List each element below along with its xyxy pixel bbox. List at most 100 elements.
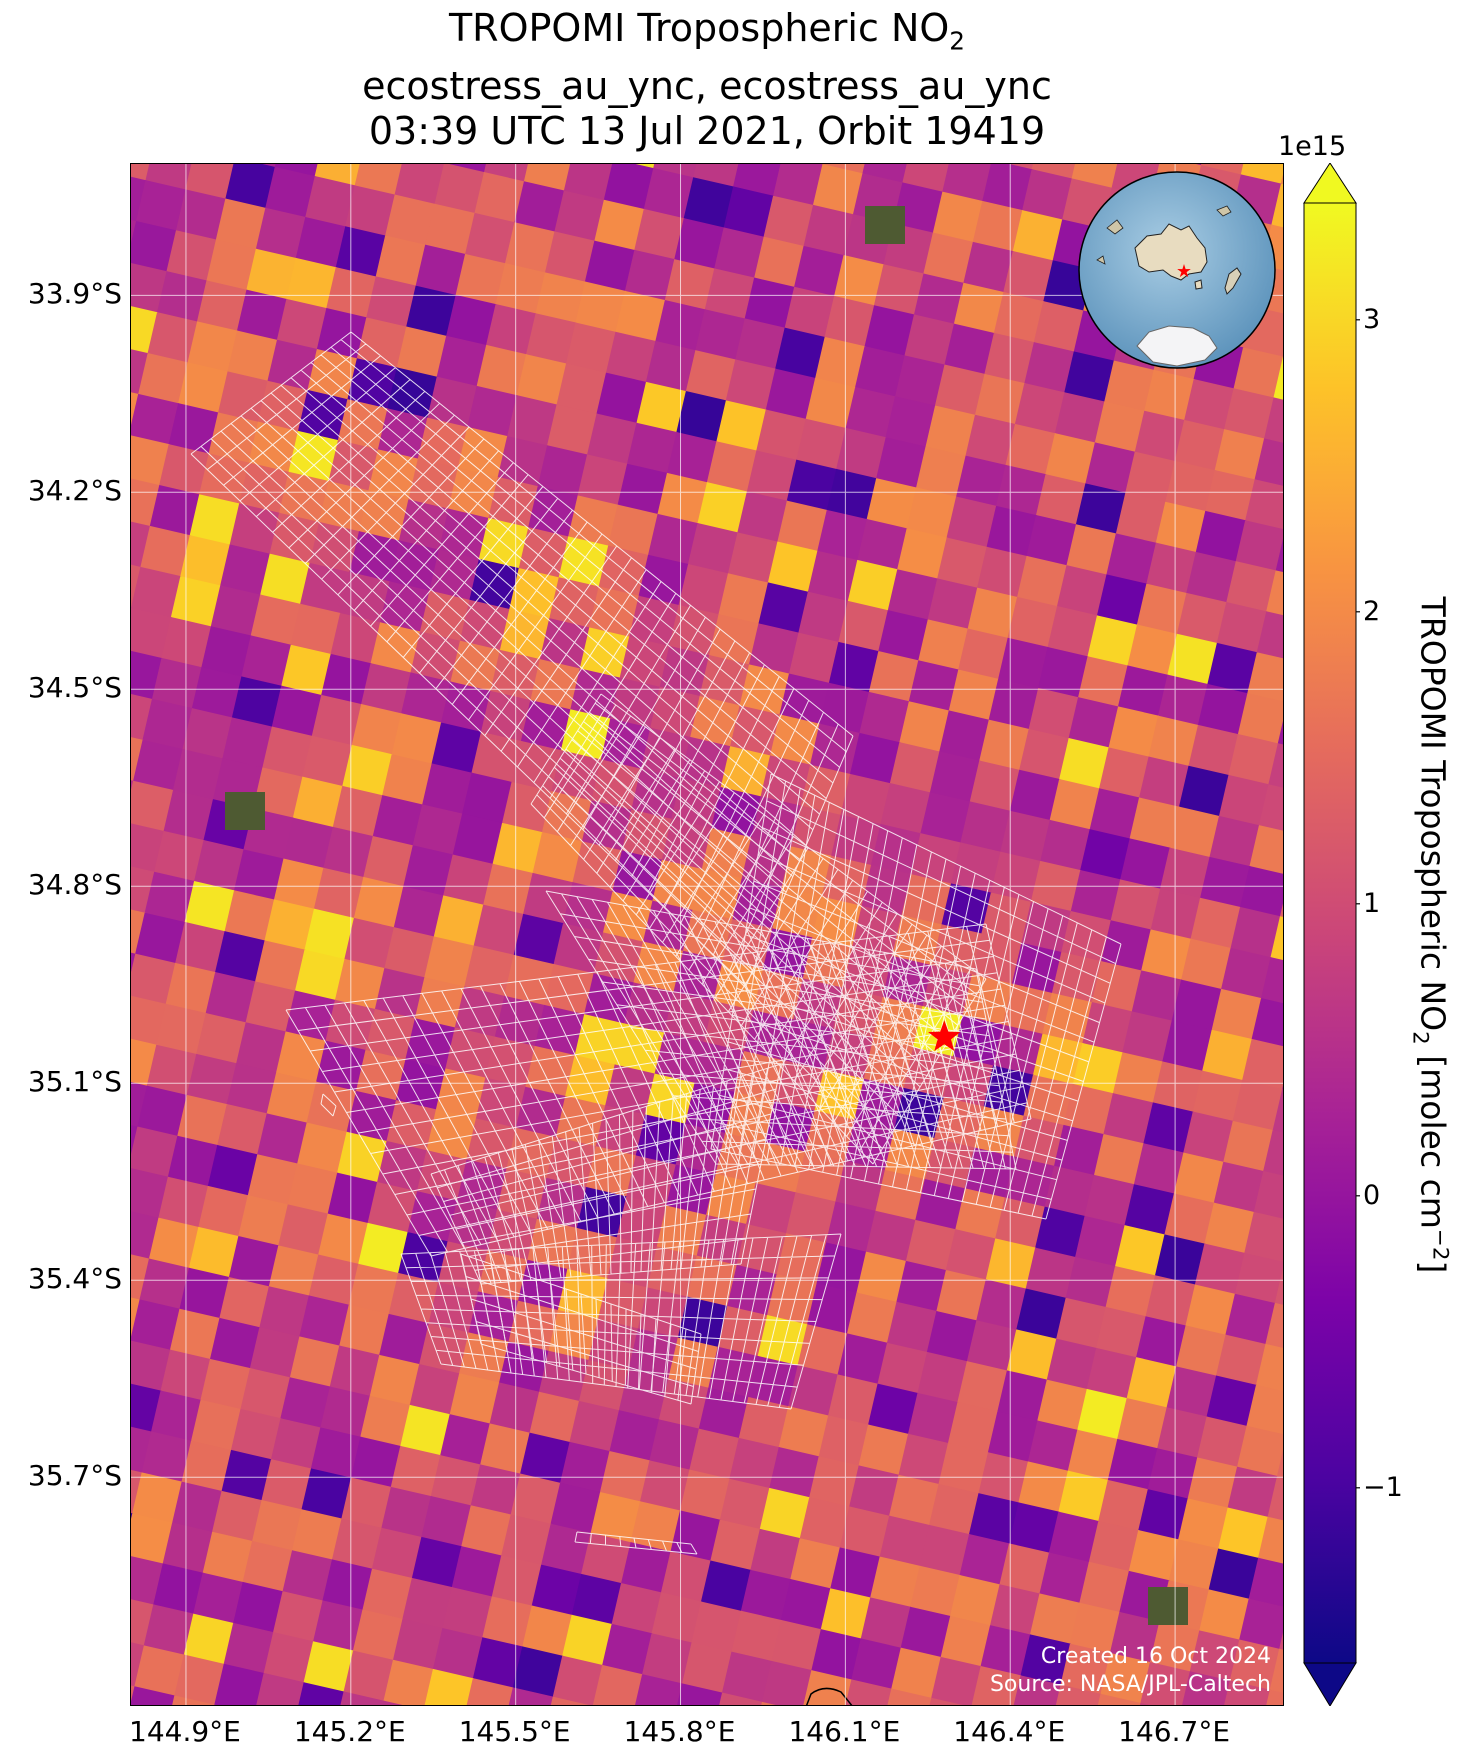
no2-pixel — [1131, 970, 1183, 1022]
no2-pixel — [550, 1482, 601, 1535]
no2-pixel — [718, 573, 769, 625]
no2-pixel — [618, 1369, 670, 1421]
no2-pixel — [510, 1473, 562, 1525]
no2-pixel — [190, 1399, 242, 1452]
no2-pixel — [201, 626, 252, 678]
no2-pixel — [461, 1505, 512, 1557]
no2-pixel — [519, 1432, 571, 1484]
no2-pixel — [967, 587, 1019, 639]
no2-pixel — [1155, 501, 1207, 554]
no2-pixel — [676, 391, 727, 443]
no2-pixel — [304, 908, 355, 960]
no2-pixel — [932, 191, 984, 243]
no2-pixel — [729, 705, 781, 757]
no2-pixel — [485, 304, 537, 356]
no2-pixel — [803, 204, 854, 257]
no2-pixel — [1047, 606, 1098, 658]
lat-tick-label: 35.4°S — [27, 1262, 122, 1296]
no2-pixel — [1025, 1247, 1077, 1299]
no2-pixel — [463, 1678, 514, 1705]
no2-pixel — [182, 708, 233, 760]
no2-pixel — [1010, 1675, 1062, 1705]
no2-pixel — [132, 739, 184, 792]
lon-tick-label: 145.2°E — [293, 1715, 406, 1748]
no2-pixel — [336, 1131, 388, 1184]
no2-pixel — [896, 1260, 947, 1313]
no2-pixel — [786, 459, 838, 511]
no2-pixel — [492, 822, 543, 875]
no2-pixel — [275, 1031, 327, 1083]
no2-pixel — [1178, 1498, 1229, 1550]
no2-pixel — [288, 430, 339, 483]
colorbar-tick-label: 2 — [1363, 595, 1381, 627]
no2-pixel — [131, 1076, 148, 1128]
no2-pixel — [651, 1592, 702, 1644]
no2-pixel — [923, 232, 974, 284]
no2-pixel — [809, 1456, 860, 1508]
colorbar-extend-min — [1303, 1662, 1357, 1706]
no2-pixel — [327, 1172, 379, 1224]
no2-pixel — [217, 371, 269, 423]
no2-pixel — [777, 500, 828, 552]
no2-pixel — [514, 181, 565, 233]
no2-pixel — [687, 523, 739, 575]
no2-pixel — [1066, 524, 1117, 576]
no2-pixel — [592, 1664, 644, 1705]
no2-pixel — [267, 339, 318, 392]
no2-pixel — [131, 170, 147, 223]
no2-pixel — [131, 434, 170, 487]
title-line-2: ecostress_au_ync, ecostress_au_ync — [362, 63, 1052, 108]
no2-pixel — [875, 1169, 926, 1222]
no2-pixel — [131, 566, 182, 619]
lat-tick-label: 34.2°S — [27, 474, 122, 508]
ecostress-footprint-grid — [190, 331, 1122, 1555]
no2-pixel — [1150, 888, 1202, 940]
no2-pixel — [778, 1406, 830, 1458]
no2-pixel — [131, 1513, 174, 1565]
no2-pixel — [633, 941, 684, 993]
no2-pixel — [955, 455, 1007, 507]
no2-pixel — [576, 1187, 628, 1239]
no2-pixel — [653, 164, 704, 179]
no2-pixel — [1056, 565, 1108, 617]
no2-pixel — [468, 1291, 519, 1343]
no2-pixel — [955, 1188, 1006, 1240]
no2-pixel — [968, 1493, 1020, 1545]
no2-pixel — [1075, 483, 1127, 535]
no2-pixel — [131, 1554, 164, 1606]
no2-pixel — [877, 1342, 928, 1395]
no2-pixel — [568, 495, 619, 547]
no2-pixel — [1074, 1215, 1126, 1268]
no2-pixel — [620, 1542, 672, 1594]
no2-pixel — [995, 1197, 1046, 1249]
no2-pixel — [1230, 906, 1281, 959]
no2-pixel — [343, 1650, 394, 1702]
no2-pixel — [1171, 979, 1223, 1031]
no2-pixel — [988, 678, 1040, 731]
no2-pixel — [522, 1605, 573, 1657]
no2-pixel — [497, 436, 549, 488]
no2-pixel — [1186, 551, 1237, 604]
no2-pixel — [982, 164, 1033, 212]
no2-pixel — [632, 1674, 684, 1705]
no2-pixel — [1050, 1684, 1102, 1705]
no2-pixel — [1039, 1552, 1090, 1604]
no2-pixel — [499, 608, 551, 661]
no2-pixel — [563, 164, 615, 201]
no2-pixel — [785, 1192, 837, 1244]
no2-pixel — [797, 1324, 848, 1376]
no2-pixel — [664, 259, 716, 311]
colorbar-offset-text: 1e15 — [1278, 131, 1347, 162]
no2-pixel — [969, 760, 1021, 812]
no2-pixel — [1260, 1689, 1283, 1705]
no2-pixel — [1068, 697, 1119, 749]
no2-pixel — [131, 1381, 162, 1433]
no2-pixel — [767, 541, 819, 593]
no2-pixel — [217, 1104, 268, 1156]
no2-pixel — [957, 1361, 1008, 1413]
no2-pixel — [228, 1236, 280, 1288]
no2-pixel — [451, 1546, 503, 1598]
no2-pixel — [423, 1668, 474, 1705]
no2-pixel — [242, 1540, 293, 1593]
no2-pixel — [226, 1063, 278, 1115]
